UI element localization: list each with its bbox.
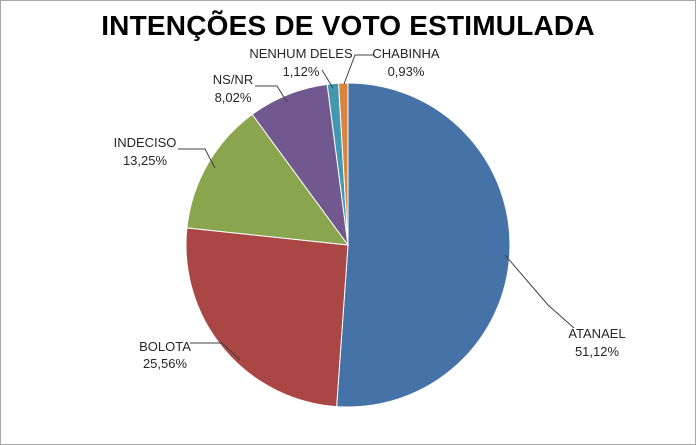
label-value-chabinha: 0,93% [388,64,425,79]
label-name-ns-nr: NS/NR [213,72,253,87]
label-value-ns-nr: 8,02% [215,90,252,105]
chart-title: INTENÇÕES DE VOTO ESTIMULADA [101,10,595,41]
label-value-indeciso: 13,25% [123,153,168,168]
label-name-nenhum-deles: NENHUM DELES [249,46,353,61]
label-value-bolota: 25,56% [143,356,188,371]
leader-line-nenhum-deles [321,69,334,89]
label-name-bolota: BOLOTA [139,339,191,354]
pie-slice-indeciso [186,113,350,246]
leader-lines [178,54,575,361]
pie-slices [185,82,511,408]
leader-line-bolota [190,342,241,361]
leader-line-atanael [504,254,575,329]
data-labels: ATANAEL 51,12% BOLOTA 25,56% INDECISO 13,25% N… [114,46,626,371]
label-value-nenhum-deles: 1,12% [283,64,320,79]
label-value-atanael: 51,12% [575,344,620,359]
label-name-indeciso: INDECISO [114,135,177,150]
pie-slice-atanael [336,82,511,408]
pie-slice-chabinha [338,82,349,246]
label-name-chabinha: CHABINHA [372,46,440,61]
label-name-atanael: ATANAEL [568,326,625,341]
leader-line-chabinha [343,54,374,85]
leader-line-indeciso [178,148,216,169]
pie-slice-bolota [185,227,349,408]
leader-line-ns-nr [255,85,288,103]
